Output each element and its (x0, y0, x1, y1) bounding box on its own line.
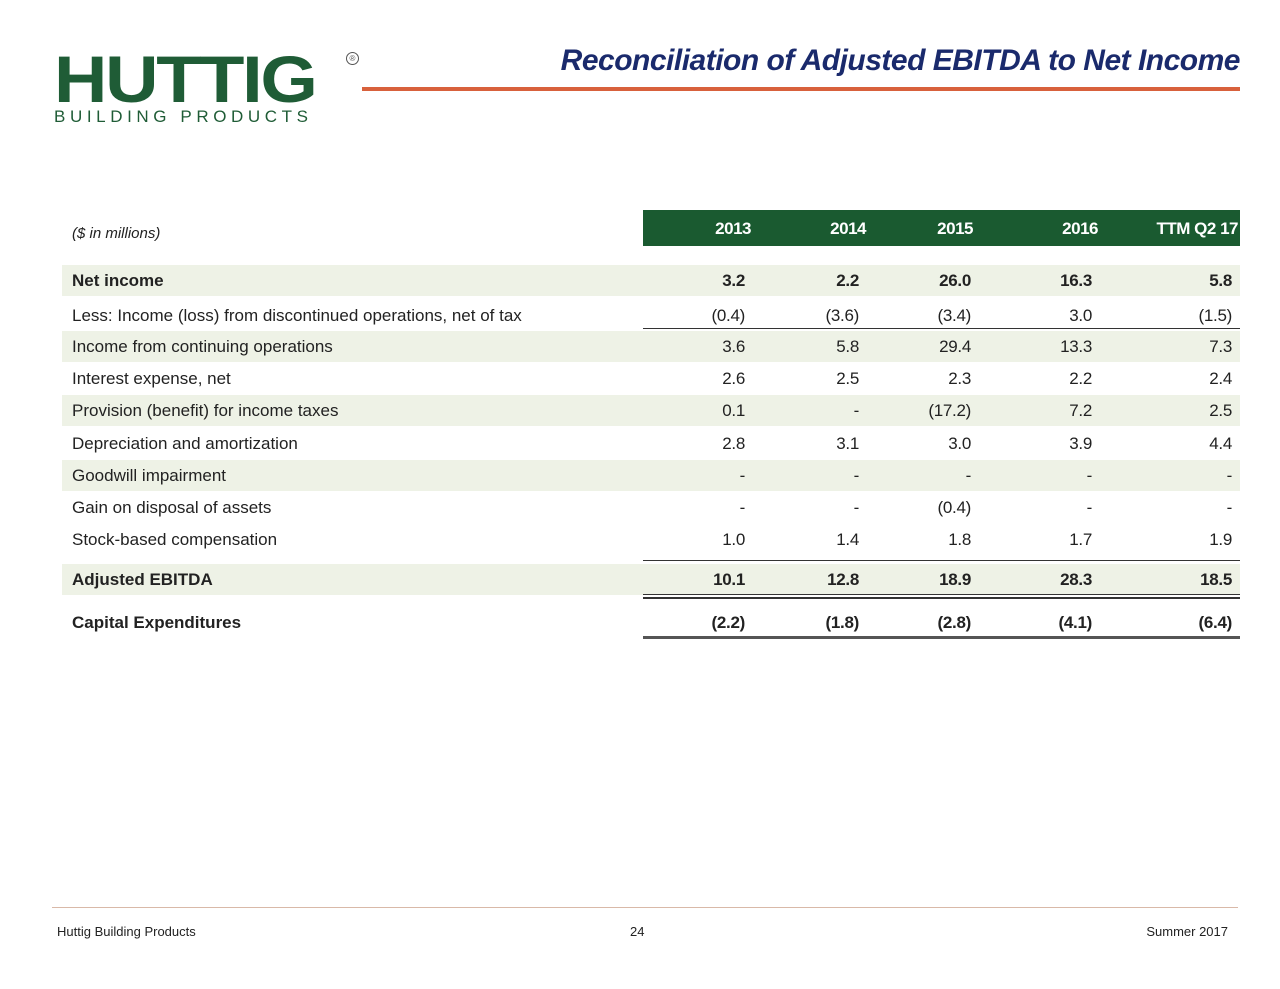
cell-value: (3.4) (937, 306, 972, 325)
row-label: Depreciation and amortization (72, 434, 298, 453)
cell-value: 1.8 (948, 530, 971, 549)
row-label: Net income (72, 271, 164, 290)
table-row: Net income 3.2 2.2 26.0 16.3 5.8 (62, 265, 1240, 296)
cell-value: 5.8 (836, 337, 859, 356)
cell-value: 2.8 (722, 434, 745, 453)
row-label: Stock-based compensation (72, 530, 278, 549)
cell-value: 1.7 (1069, 530, 1092, 549)
cell-value: - (965, 466, 972, 485)
row-label: Less: Income (loss) from discontinued op… (72, 306, 522, 325)
table-row: Provision (benefit) for income taxes 0.1… (62, 395, 1240, 426)
cell-value: 0.1 (722, 401, 745, 420)
table-row: Stock-based compensation 1.0 1.4 1.8 1.7… (62, 524, 1240, 555)
cell-value: 13.3 (1060, 337, 1092, 356)
cell-value: 2.6 (722, 369, 745, 388)
cell-value: 7.3 (1209, 337, 1232, 356)
footer-date: Summer 2017 (1146, 924, 1228, 939)
table-row: Adjusted EBITDA 10.1 12.8 18.9 28.3 18.5 (62, 564, 1240, 595)
cell-value: 2.5 (836, 369, 859, 388)
cell-value: 1.4 (836, 530, 859, 549)
cell-value: 2.5 (1209, 401, 1232, 420)
table-row: Goodwill impairment - - - - - (62, 460, 1240, 491)
footer-company: Huttig Building Products (57, 924, 196, 939)
cell-value: 28.3 (1060, 570, 1092, 589)
cell-value: - (1086, 466, 1093, 485)
double-rule-bottom (643, 597, 1240, 599)
cell-value: (2.2) (711, 613, 746, 632)
column-header: TTM Q2 17 (1156, 219, 1239, 238)
column-header: 2016 (1062, 219, 1098, 238)
cell-value: (1.5) (1198, 306, 1233, 325)
cell-value: 3.2 (722, 271, 745, 290)
table-row: Less: Income (loss) from discontinued op… (62, 300, 1240, 331)
cell-value: - (1226, 498, 1233, 517)
cell-value: 18.9 (939, 570, 971, 589)
table-row: Depreciation and amortization 2.8 3.1 3.… (62, 428, 1240, 459)
cell-value: 1.0 (722, 530, 745, 549)
huttig-logo: HUTTIG ® BUILDING PRODUCTS (52, 46, 362, 131)
cell-value: 3.0 (1069, 306, 1092, 325)
cell-value: - (739, 498, 746, 517)
cell-value: (0.4) (711, 306, 746, 325)
cell-value: 3.0 (948, 434, 971, 453)
row-label: Interest expense, net (72, 369, 231, 388)
row-label: Capital Expenditures (72, 613, 242, 632)
cell-value: 5.8 (1209, 271, 1232, 290)
table-header-bar (643, 210, 1240, 246)
column-header: 2013 (715, 219, 751, 238)
cell-value: (4.1) (1058, 613, 1093, 632)
column-header: 2015 (937, 219, 973, 238)
cell-value: 2.2 (1069, 369, 1092, 388)
cell-value: 7.2 (1069, 401, 1092, 420)
cell-value: - (853, 498, 860, 517)
cell-value: 29.4 (939, 337, 971, 356)
cell-value: 2.2 (836, 271, 859, 290)
registered-mark: ® (346, 52, 359, 65)
total-rule (643, 560, 1240, 561)
cell-value: 1.9 (1209, 530, 1232, 549)
row-label: Goodwill impairment (72, 466, 226, 485)
column-header: 2014 (830, 219, 866, 238)
cell-value: 3.6 (722, 337, 745, 356)
logo-wordmark: HUTTIG (54, 42, 318, 116)
cell-value: 3.1 (836, 434, 859, 453)
page-number: 24 (630, 924, 645, 939)
footer-rule (52, 907, 1238, 908)
capex-rule (643, 636, 1240, 639)
table-row: Gain on disposal of assets - - (0.4) - - (62, 492, 1240, 523)
title-underline (362, 87, 1240, 91)
cell-value: 2.4 (1209, 369, 1232, 388)
table-row: Capital Expenditures (2.2) (1.8) (2.8) (… (62, 607, 1240, 638)
logo-subtitle: BUILDING PRODUCTS (54, 107, 313, 126)
cell-value: 10.1 (713, 570, 745, 589)
cell-value: 16.3 (1060, 271, 1092, 290)
cell-value: - (1226, 466, 1233, 485)
units-label: ($ in millions) (72, 225, 161, 242)
cell-value: (3.6) (825, 306, 860, 325)
double-rule-top (643, 594, 1240, 595)
cell-value: (0.4) (937, 498, 972, 517)
cell-value: (17.2) (928, 401, 971, 420)
cell-value: 4.4 (1209, 434, 1232, 453)
cell-value: 12.8 (827, 570, 859, 589)
cell-value: (1.8) (825, 613, 860, 632)
cell-value: 3.9 (1069, 434, 1092, 453)
row-label: Provision (benefit) for income taxes (72, 401, 339, 420)
page-title: Reconciliation of Adjusted EBITDA to Net… (560, 44, 1241, 77)
table-row: Income from continuing operations 3.6 5.… (62, 331, 1240, 362)
cell-value: 2.3 (948, 369, 971, 388)
row-label: Adjusted EBITDA (72, 570, 213, 589)
cell-value: - (853, 401, 860, 420)
cell-value: - (853, 466, 860, 485)
cell-value: (6.4) (1198, 613, 1233, 632)
row-label: Gain on disposal of assets (72, 498, 272, 517)
table-row: Interest expense, net 2.6 2.5 2.3 2.2 2.… (62, 363, 1240, 394)
row-label: Income from continuing operations (72, 337, 333, 356)
cell-value: (2.8) (937, 613, 972, 632)
cell-value: - (1086, 498, 1093, 517)
cell-value: - (739, 466, 746, 485)
subtotal-rule (643, 328, 1240, 329)
cell-value: 26.0 (939, 271, 971, 290)
cell-value: 18.5 (1200, 570, 1232, 589)
